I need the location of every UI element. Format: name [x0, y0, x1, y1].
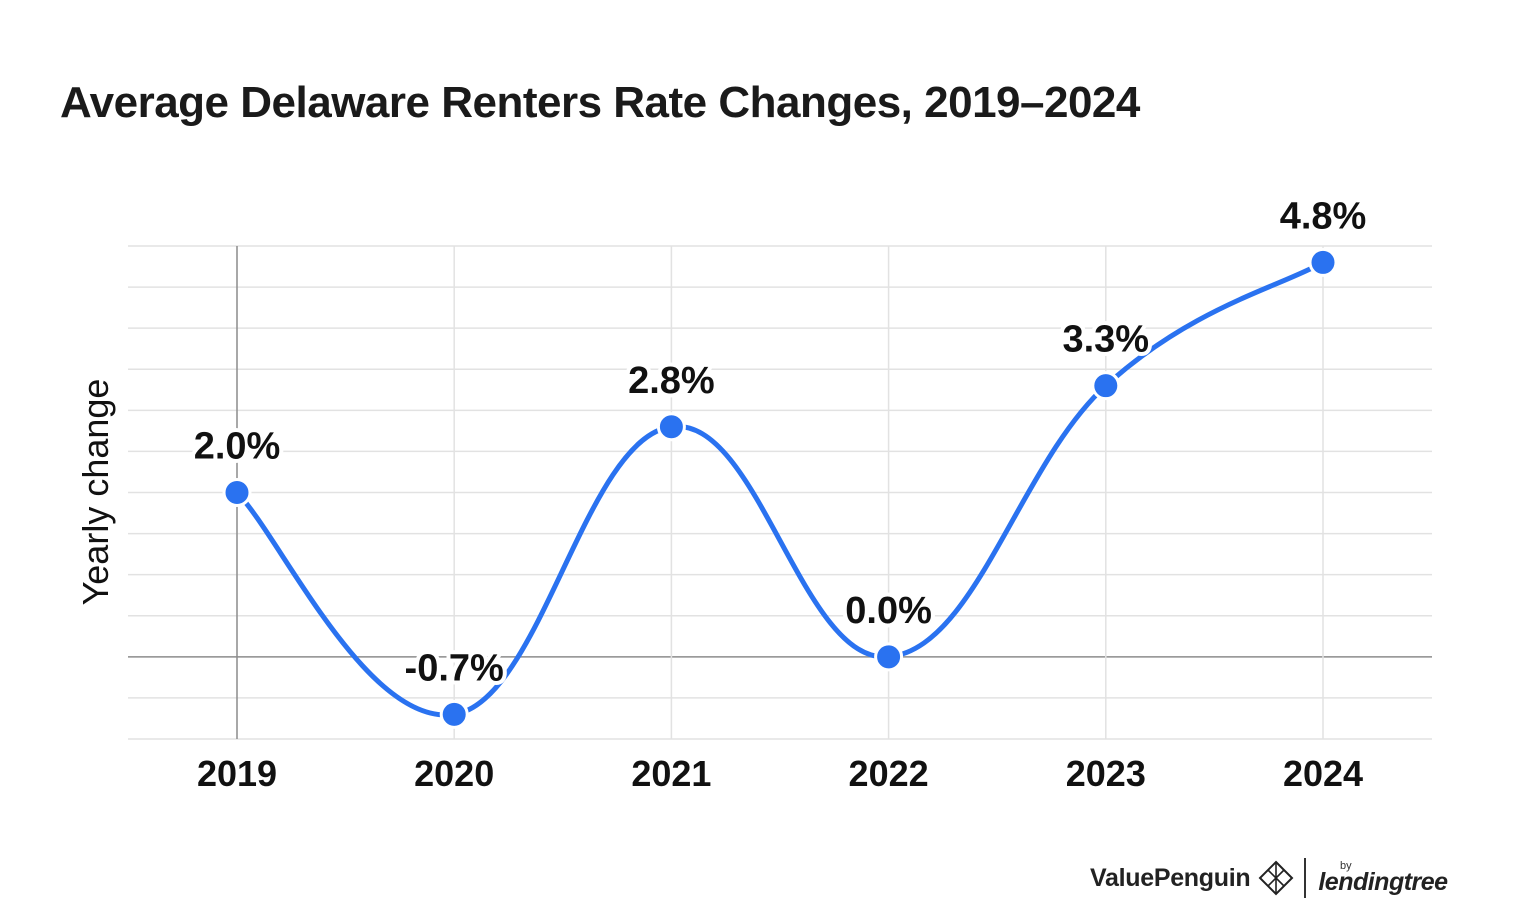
data-point [439, 699, 469, 729]
data-point [1308, 247, 1338, 277]
x-tick-label: 2021 [631, 753, 711, 794]
grid [128, 245, 1432, 740]
data-point [222, 478, 252, 507]
brand-separator [1304, 858, 1307, 898]
data-point [874, 642, 904, 672]
x-tick-label: 2023 [1066, 753, 1146, 794]
x-tick-label: 2020 [414, 753, 494, 794]
data-point [1091, 371, 1121, 401]
data-point [656, 412, 686, 442]
data-label: 4.8% [1280, 195, 1367, 237]
brand-name: ValuePenguin [1090, 863, 1251, 892]
y-axis-title: Yearly change [75, 379, 116, 606]
series-line [234, 259, 1326, 718]
data-labels: 2.0% -0.7% 2.8% 0.0% 3.3% 4.8% [190, 191, 1371, 693]
parent-brand-name: lendingtree [1318, 867, 1448, 896]
brand-by-text: by [1340, 860, 1352, 872]
data-label: 2.0% [194, 426, 281, 468]
brand-logo: ValuePenguin by lendingtree [1090, 856, 1448, 900]
penguin-diamond-icon [1258, 860, 1294, 896]
data-label: 3.3% [1062, 319, 1149, 361]
series [222, 247, 1338, 729]
data-label: 0.0% [845, 590, 932, 632]
x-tick-label: 2019 [197, 753, 277, 794]
data-label: 2.8% [628, 360, 715, 402]
chart-title: Average Delaware Renters Rate Changes, 2… [60, 78, 1140, 127]
data-label: -0.7% [405, 647, 504, 689]
x-tick-label: 2024 [1283, 753, 1363, 794]
x-tick-label: 2022 [849, 753, 929, 794]
x-tick-labels: 2019 2020 2021 2022 2023 2024 [197, 753, 1363, 794]
